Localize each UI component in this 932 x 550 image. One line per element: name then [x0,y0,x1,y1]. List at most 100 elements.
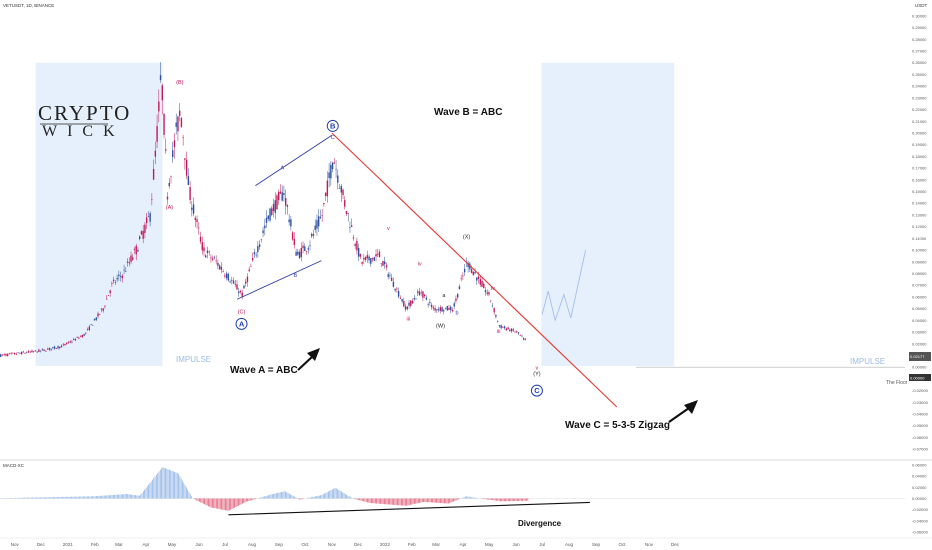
candle-body [173,140,176,148]
candle-body [321,215,323,216]
candle [60,344,63,348]
candle [509,328,511,332]
candle-body [149,213,151,222]
candle-body [279,191,282,194]
candle [177,115,179,141]
candle [312,229,315,239]
candle [328,163,330,188]
logo: CRYPTO WICK [38,101,131,140]
logo-line1: CRYPTO [38,101,131,125]
candle [217,259,219,270]
candle-body [241,292,243,297]
candle-body [144,224,146,234]
time-tick-label: Dec [354,542,363,547]
candle [67,341,70,344]
candle-body [78,337,80,339]
candle-body [184,158,186,160]
candle [265,210,268,228]
candle [227,272,230,282]
wave-circle-ring [530,384,543,397]
wave-label: v [387,226,390,232]
candle [246,273,249,287]
candle [490,300,492,303]
time-tick-label: Sep [592,542,601,547]
price-tick-label: -0.07000 [912,447,929,452]
candle-body [390,277,393,282]
time-axis: Nov Dec 2021 Feb Mar Apr May Jun Jul Aug Sep Oct Nov… [11,542,680,547]
candle [126,258,129,267]
candle-body [159,75,162,80]
candle-body [246,276,249,283]
candle [363,254,365,265]
candle-body [304,246,306,251]
candle-body [105,298,108,300]
candle [175,113,177,135]
candle [410,299,412,308]
price-tick-label: 0.30000 [912,13,927,18]
candle [390,273,393,282]
candle [496,320,499,323]
time-tick-label: Oct [619,542,627,547]
candle [408,299,410,310]
candle-body [366,255,369,259]
candle [359,253,362,259]
price-tick-label: 0.18000 [912,154,927,159]
candle-body [404,306,407,310]
trendline [331,132,618,408]
candle [495,313,497,319]
candle-body [378,251,381,258]
time-tick-label: Dec [37,542,46,547]
candle [8,353,11,355]
price-axis: 0.30000 0.29000 0.28000 0.27000 0.26000 0.250… [912,13,929,451]
candle [52,347,54,350]
candle [507,326,509,330]
candle [5,353,7,357]
candle [463,263,466,276]
candle-body [455,298,457,301]
candle [488,290,490,297]
candle [519,334,521,336]
candle-body [418,291,421,296]
candle-body [50,348,52,350]
candle [258,240,261,250]
candle-body [79,336,82,338]
candle-body [337,175,339,183]
candle-body [6,354,9,356]
candle-body [429,301,431,303]
candle [272,198,275,218]
time-tick-label: Feb [408,542,416,547]
candle-body [413,298,415,300]
channel-lower-line [236,260,322,300]
candle [397,287,400,299]
candle-body [10,353,12,354]
candle-body [12,352,14,354]
candle-body [517,332,520,334]
candle [33,350,35,353]
candle [97,311,99,319]
candle [116,274,118,283]
macd-tick-label: 0.06000 [912,462,927,467]
wave-circle-ring [235,317,248,330]
candle-body [340,185,342,193]
candle [10,352,12,355]
candle-body [34,350,37,352]
candle [109,289,111,297]
candle-body [394,288,396,291]
candle [267,215,269,222]
candle [467,260,469,273]
candle [59,346,61,350]
candle-body [498,325,501,327]
candle [224,273,226,279]
candle [191,200,193,217]
impulse-zone-1 [35,62,163,367]
price-tick-label: 0.26000 [912,60,927,65]
candle-body [264,225,266,229]
candle [446,305,448,311]
wave-label: (B) [176,80,184,86]
candle [55,347,58,350]
candle-body [17,352,19,354]
candle-body [222,271,224,272]
candle-body [62,344,64,346]
candle-body [31,350,33,353]
